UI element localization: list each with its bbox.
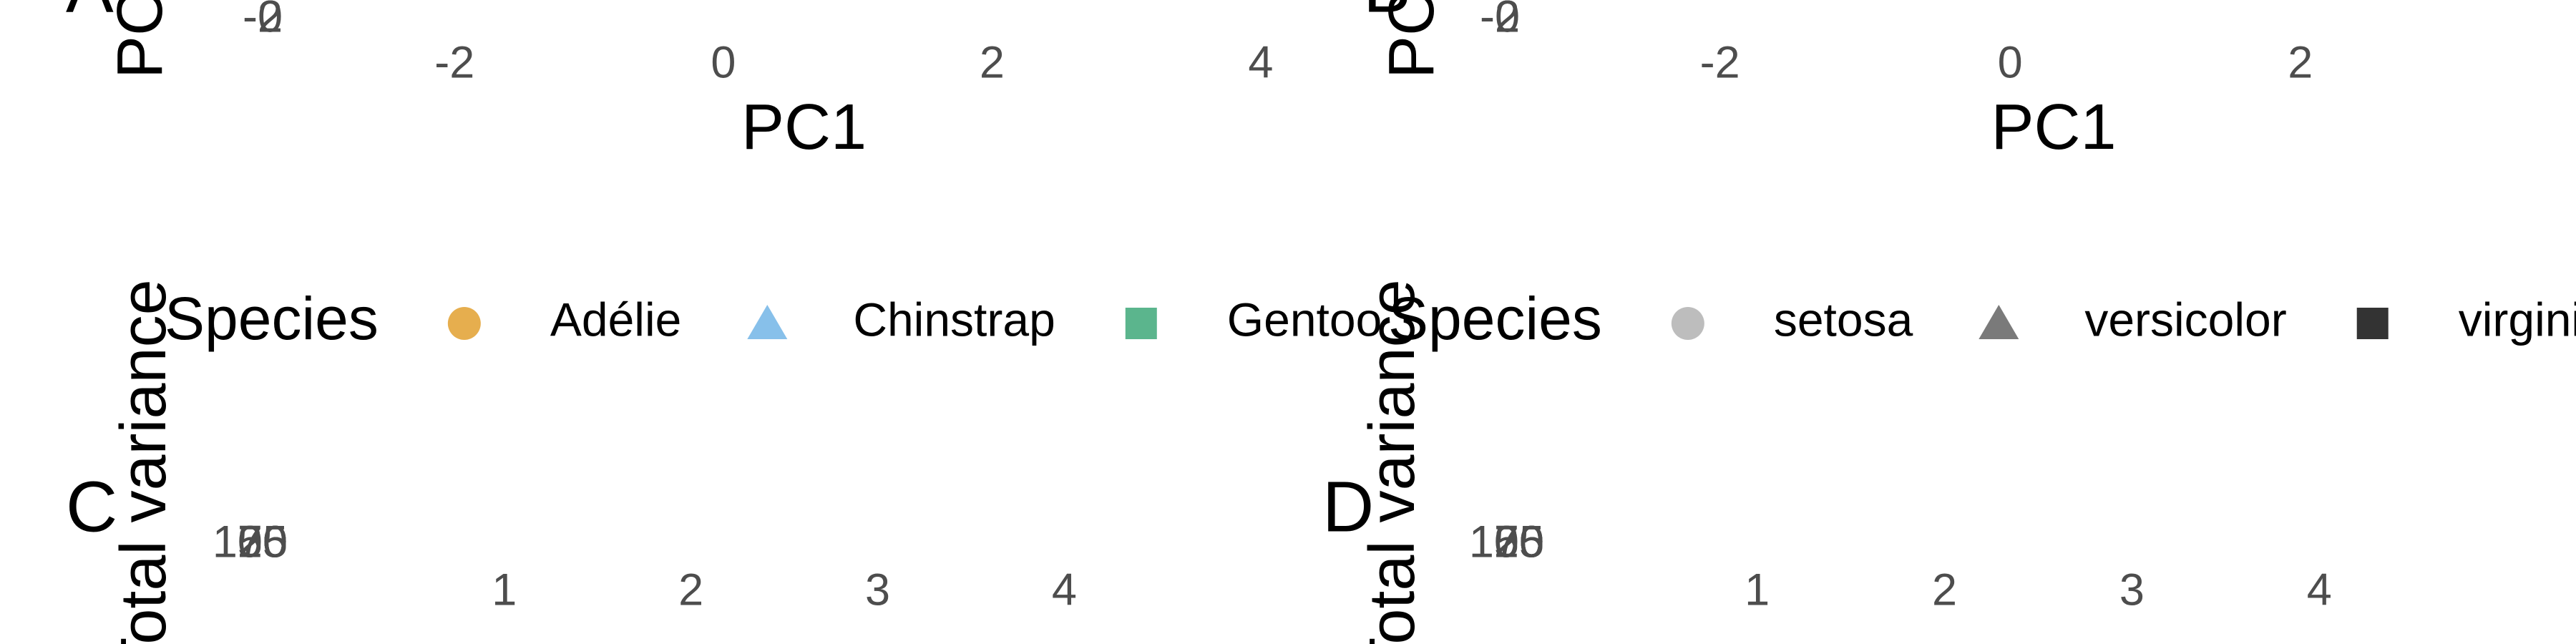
y-axis-title: Total variance xyxy=(108,279,180,644)
x-tick-label: 0 xyxy=(1998,38,2023,88)
legend-label: virginica xyxy=(2459,293,2576,346)
x-tick-label: 2 xyxy=(2288,38,2313,88)
legend-marker xyxy=(747,305,788,339)
legend-title: Species xyxy=(1388,285,1602,352)
y-tick-label: 0 xyxy=(1519,517,1544,567)
x-tick-label: 2 xyxy=(980,38,1005,88)
legend-marker xyxy=(447,307,481,340)
y-tick-label: 50 xyxy=(238,517,288,567)
y-tick-label: 2 xyxy=(258,0,283,42)
legend-marker xyxy=(1671,307,1704,340)
x-tick-label: -2 xyxy=(434,38,474,88)
legend-label: Chinstrap xyxy=(853,293,1055,346)
legend-title: Species xyxy=(165,285,379,352)
y-tick-label: 100 xyxy=(213,517,288,567)
y-tick-label: 25 xyxy=(1494,517,1544,567)
legend-label: versicolor xyxy=(2084,293,2286,346)
y-tick-label: 75 xyxy=(238,517,288,567)
y-tick-label: -2 xyxy=(1480,0,1520,42)
x-tick-label: 3 xyxy=(2119,565,2145,615)
x-tick-label: 4 xyxy=(1248,38,1273,88)
x-tick-label: -2 xyxy=(1700,38,1740,88)
legend-label: Adélie xyxy=(550,293,681,346)
x-axis-title: PC1 xyxy=(741,92,867,163)
y-tick-label: -2 xyxy=(243,0,283,42)
x-tick-label: 2 xyxy=(678,565,703,615)
panel-label: B xyxy=(1363,0,1411,27)
y-tick-label: 0 xyxy=(263,517,288,567)
x-tick-label: 1 xyxy=(492,565,517,615)
y-axis-title: Total variance xyxy=(1357,279,1428,644)
x-tick-label: 1 xyxy=(1745,565,1770,615)
x-tick-label: 4 xyxy=(2307,565,2332,615)
panel-label: C xyxy=(66,467,117,547)
y-tick-label: 0 xyxy=(1495,0,1520,42)
legend-marker xyxy=(1979,305,2019,339)
legend-marker xyxy=(2356,308,2389,339)
y-tick-label: 75 xyxy=(1494,517,1544,567)
legend-label: setosa xyxy=(1774,293,1913,346)
x-tick-label: 0 xyxy=(711,38,736,88)
x-tick-label: 2 xyxy=(1932,565,1957,615)
y-tick-label: 25 xyxy=(238,517,288,567)
panel-label: A xyxy=(66,0,114,27)
y-tick-label: 50 xyxy=(1494,517,1544,567)
y-tick-label: 0 xyxy=(258,0,283,42)
panel-label: D xyxy=(1322,467,1374,547)
x-tick-label: 3 xyxy=(865,565,890,615)
y-tick-label: 2 xyxy=(1495,0,1520,42)
x-tick-label: 4 xyxy=(1052,565,1077,615)
legend-label: Gentoo xyxy=(1227,293,1382,346)
y-axis-title: PC2 xyxy=(104,0,176,79)
x-axis-title: PC1 xyxy=(1991,92,2116,163)
y-axis-title: PC2 xyxy=(1376,0,1448,79)
legend-marker xyxy=(1125,308,1157,339)
y-tick-label: 100 xyxy=(1469,517,1544,567)
